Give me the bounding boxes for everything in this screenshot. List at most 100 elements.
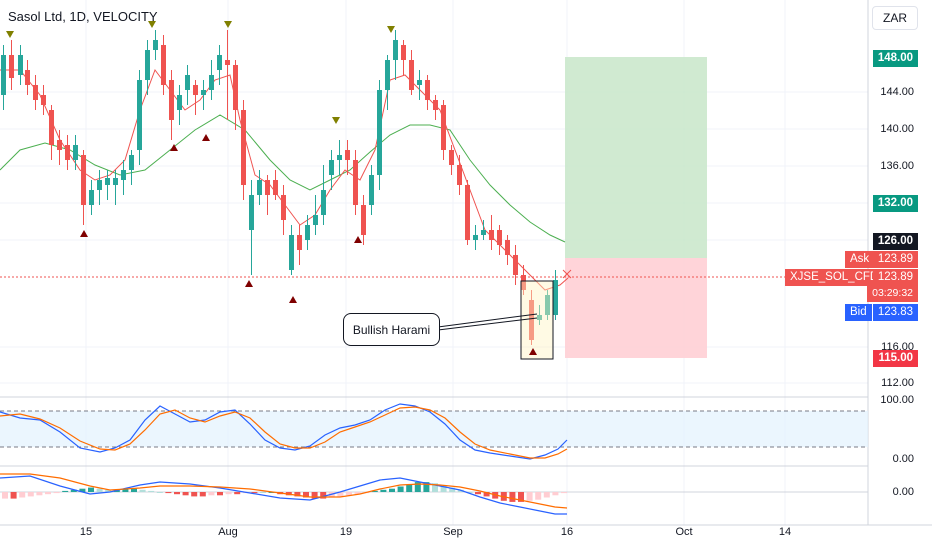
macd-histogram-bar [397, 486, 404, 492]
candle-body [465, 185, 470, 240]
candle-body [409, 60, 414, 90]
stoch-d-line [0, 406, 568, 459]
candle-body [353, 160, 358, 205]
triangle-down-icon [332, 117, 340, 124]
candle-body [73, 145, 78, 160]
candle-body [297, 235, 302, 250]
ask-price-badge[interactable]: 123.89 [872, 251, 918, 268]
signal-line [0, 473, 568, 509]
candle-body [337, 155, 342, 160]
macd-histogram-bar [148, 490, 155, 492]
chart-title[interactable]: Sasol Ltd, 1D, VELOCITY [8, 9, 158, 24]
sma-line [0, 114, 566, 243]
macd-histogram-bar [10, 492, 17, 499]
candle-body [329, 160, 334, 175]
macd-histogram-bar [208, 492, 215, 496]
candle-body [225, 60, 230, 65]
callout-connector-line [437, 317, 538, 331]
candle-body [281, 195, 286, 220]
macd-histogram-bar [234, 492, 241, 495]
callout-connector-line-2 [437, 313, 538, 328]
time-tick: Aug [218, 526, 238, 538]
macd-histogram-bar [165, 492, 172, 494]
macd-histogram-bar [105, 489, 112, 492]
stoch-tick: 0.00 [892, 453, 914, 465]
macd-histogram-bar [509, 492, 516, 502]
macd-histogram-bar [27, 492, 34, 497]
macd-histogram-bar [389, 488, 395, 492]
pivot-markers [6, 21, 537, 355]
macd-histogram-bar [79, 488, 86, 492]
candle-body [521, 275, 526, 290]
macd-histogram-bar [182, 492, 189, 496]
price-tick: 136.00 [880, 160, 914, 172]
macd-histogram-bar [475, 492, 481, 495]
candle-body [385, 60, 390, 90]
candle-body [481, 230, 486, 235]
macd-histogram-bar [518, 492, 524, 502]
candle-body [41, 95, 46, 105]
candle-body [345, 150, 350, 160]
candle-body [553, 280, 558, 315]
candle-body [417, 80, 422, 85]
candle-body [497, 230, 502, 245]
candle-body [57, 140, 62, 150]
stoch-band [0, 411, 868, 447]
candle-body [65, 145, 70, 160]
triangle-up-icon [80, 230, 88, 237]
bid-label: Bid [845, 304, 872, 321]
level-132-badge[interactable]: 132.00 [872, 195, 918, 212]
candle-body [81, 155, 86, 205]
macd-histogram-bar [225, 492, 232, 495]
candle-body [177, 95, 182, 110]
ema-line [0, 68, 569, 291]
stop-zone[interactable] [565, 258, 707, 358]
candle-body [377, 90, 382, 175]
target-zone[interactable] [565, 57, 707, 258]
macd-histogram-bar [45, 492, 51, 495]
candle-body [529, 300, 534, 340]
candle-body [33, 85, 38, 100]
currency-selector[interactable]: ZAR [872, 6, 918, 30]
price-tick: 112.00 [881, 377, 914, 389]
stop-price-badge[interactable]: 115.00 [873, 350, 918, 367]
target-price-badge[interactable]: 148.00 [872, 50, 918, 67]
candle-body [505, 240, 510, 255]
candle-body [289, 235, 294, 270]
bid-price-badge[interactable]: 123.83 [872, 304, 918, 321]
candle-body [393, 40, 398, 60]
candle-body [49, 110, 54, 145]
macd-histogram-bar [561, 492, 567, 494]
macd-histogram-bar [311, 492, 318, 499]
macd-histogram [2, 482, 567, 502]
pattern-callout[interactable]: Bullish Harami [343, 313, 440, 346]
macd-histogram-bar [199, 492, 206, 497]
macd-histogram-bar [139, 489, 146, 492]
entry-price-badge[interactable]: 126.00 [872, 233, 918, 250]
macd-histogram-bar [156, 492, 163, 493]
triangle-up-icon [202, 134, 210, 141]
macd-histogram-bar [36, 492, 43, 496]
candle-body [273, 180, 278, 195]
ask-label: Ask [845, 251, 875, 268]
triangle-up-icon [354, 236, 362, 243]
candle-body [129, 155, 134, 170]
macd-histogram-bar [96, 488, 103, 492]
candle-body [89, 190, 94, 205]
macd-histogram-bar [62, 490, 69, 492]
candle-body [305, 225, 310, 240]
candle-body [441, 105, 446, 150]
macd-histogram-bar [337, 492, 344, 497]
candle-body [401, 45, 406, 60]
last-price-badge[interactable]: 123.89 [872, 269, 918, 286]
macd-histogram-bar [380, 489, 387, 492]
candle-body [113, 178, 118, 185]
macd-line [0, 475, 567, 515]
time-tick: 19 [339, 526, 353, 538]
macd-tick: 0.00 [892, 486, 914, 498]
price-tick: 144.00 [880, 86, 914, 98]
time-tick: 15 [79, 526, 93, 538]
time-tick: Oct [675, 526, 693, 538]
harami-highlight-box[interactable] [520, 280, 554, 360]
